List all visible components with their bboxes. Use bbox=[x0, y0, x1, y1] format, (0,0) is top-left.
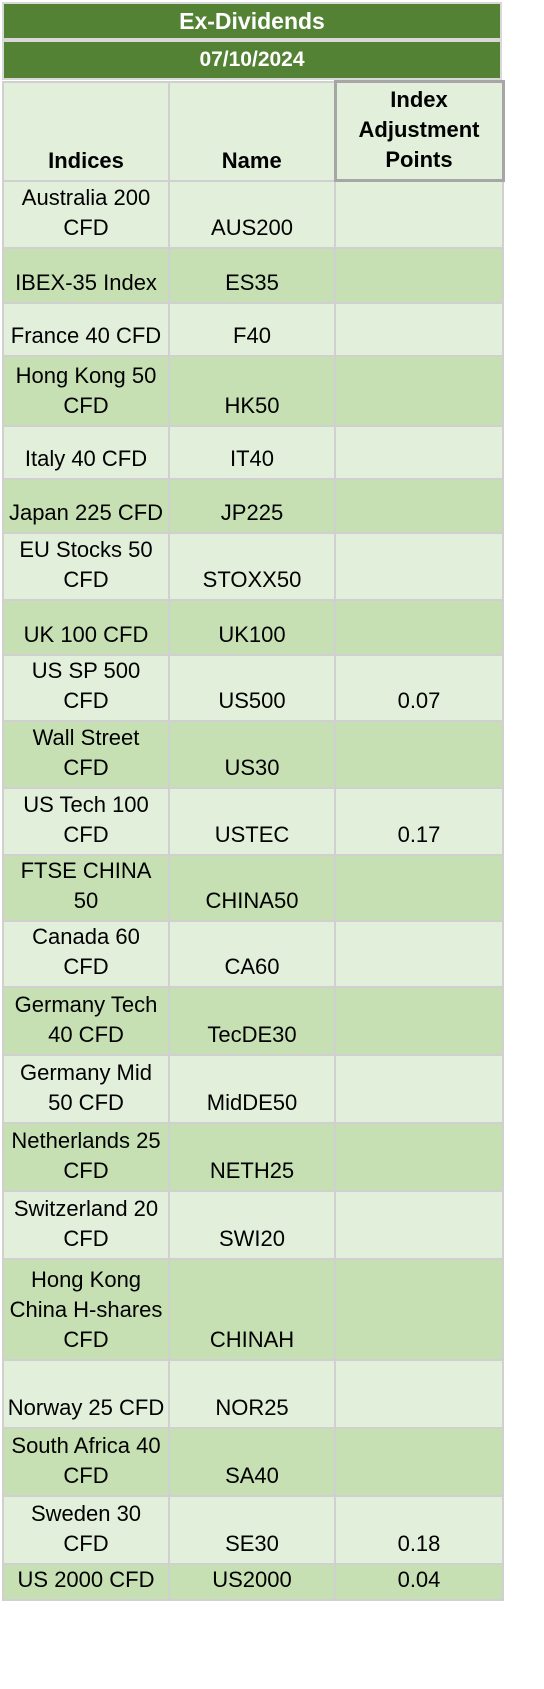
cell-adjustment-points bbox=[334, 354, 504, 427]
cell-name: TecDE30 bbox=[168, 985, 336, 1056]
cell-name: ES35 bbox=[168, 246, 336, 304]
cell-name: US30 bbox=[168, 719, 336, 789]
cell-name: SE30 bbox=[168, 1494, 336, 1565]
cell-adjustment-points bbox=[334, 598, 504, 656]
table-row: Wall Street CFD US30 bbox=[2, 719, 504, 789]
cell-name: AUS200 bbox=[168, 179, 336, 249]
cell-index: Germany Mid 50 CFD bbox=[2, 1053, 170, 1124]
cell-index: US SP 500 CFD bbox=[2, 653, 170, 722]
cell-adjustment-points bbox=[334, 531, 504, 601]
cell-name: HK50 bbox=[168, 354, 336, 427]
cell-index: Switzerland 20 CFD bbox=[2, 1189, 170, 1260]
cell-name: NOR25 bbox=[168, 1358, 336, 1429]
table-row: US SP 500 CFD US500 0.07 bbox=[2, 653, 504, 722]
table-row: US 2000 CFD US2000 0.04 bbox=[2, 1562, 504, 1601]
table-row: South Africa 40 CFD SA40 bbox=[2, 1426, 504, 1497]
cell-index: Canada 60 CFD bbox=[2, 919, 170, 988]
cell-index: Sweden 30 CFD bbox=[2, 1494, 170, 1565]
table-row: IBEX-35 Index ES35 bbox=[2, 246, 504, 304]
table-row: Japan 225 CFD JP225 bbox=[2, 477, 504, 534]
cell-index: South Africa 40 CFD bbox=[2, 1426, 170, 1497]
table-row: Hong Kong 50 CFD HK50 bbox=[2, 354, 504, 427]
cell-adjustment-points bbox=[334, 1358, 504, 1429]
cell-name: CHINA50 bbox=[168, 853, 336, 922]
sheet-date: 07/10/2024 bbox=[2, 40, 502, 80]
cell-adjustment-points bbox=[334, 301, 504, 357]
cell-name: IT40 bbox=[168, 424, 336, 480]
cell-adjustment-points bbox=[334, 179, 504, 249]
cell-adjustment-points: 0.18 bbox=[334, 1494, 504, 1565]
cell-name: F40 bbox=[168, 301, 336, 357]
table-row: Canada 60 CFD CA60 bbox=[2, 919, 504, 988]
table-body: Australia 200 CFD AUS200 IBEX-35 Index ES35… bbox=[2, 179, 504, 1601]
cell-adjustment-points bbox=[334, 853, 504, 922]
cell-adjustment-points bbox=[334, 719, 504, 789]
cell-index: Netherlands 25 CFD bbox=[2, 1121, 170, 1192]
table-row: EU Stocks 50 CFD STOXX50 bbox=[2, 531, 504, 601]
cell-index: Germany Tech 40 CFD bbox=[2, 985, 170, 1056]
cell-index: Japan 225 CFD bbox=[2, 477, 170, 534]
cell-index: US Tech 100 CFD bbox=[2, 786, 170, 856]
cell-index: France 40 CFD bbox=[2, 301, 170, 357]
cell-adjustment-points: 0.07 bbox=[334, 653, 504, 722]
cell-name: CA60 bbox=[168, 919, 336, 988]
column-header-indices: Indices bbox=[2, 80, 170, 182]
table-row: FTSE CHINA 50 CHINA50 bbox=[2, 853, 504, 922]
cell-index: EU Stocks 50 CFD bbox=[2, 531, 170, 601]
table-row: Switzerland 20 CFD SWI20 bbox=[2, 1189, 504, 1260]
cell-name: UK100 bbox=[168, 598, 336, 656]
cell-adjustment-points bbox=[334, 477, 504, 534]
cell-name: CHINAH bbox=[168, 1257, 336, 1361]
table-row: France 40 CFD F40 bbox=[2, 301, 504, 357]
table-row: US Tech 100 CFD USTEC 0.17 bbox=[2, 786, 504, 856]
table-row: Norway 25 CFD NOR25 bbox=[2, 1358, 504, 1429]
cell-adjustment-points bbox=[334, 1053, 504, 1124]
cell-index: Wall Street CFD bbox=[2, 719, 170, 789]
cell-index: Hong Kong China H-shares CFD bbox=[2, 1257, 170, 1361]
table-row: Germany Mid 50 CFD MidDE50 bbox=[2, 1053, 504, 1124]
cell-adjustment-points bbox=[334, 424, 504, 480]
cell-adjustment-points bbox=[334, 1121, 504, 1192]
cell-adjustment-points bbox=[334, 919, 504, 988]
table-row: Netherlands 25 CFD NETH25 bbox=[2, 1121, 504, 1192]
cell-name: STOXX50 bbox=[168, 531, 336, 601]
cell-index: Hong Kong 50 CFD bbox=[2, 354, 170, 427]
cell-name: USTEC bbox=[168, 786, 336, 856]
cell-index: UK 100 CFD bbox=[2, 598, 170, 656]
cell-index: Italy 40 CFD bbox=[2, 424, 170, 480]
cell-name: SA40 bbox=[168, 1426, 336, 1497]
column-header-name: Name bbox=[168, 80, 336, 182]
table-row: UK 100 CFD UK100 bbox=[2, 598, 504, 656]
dividends-table: Indices Name Index Adjustment Points Aus… bbox=[2, 80, 505, 1601]
cell-adjustment-points bbox=[334, 1189, 504, 1260]
cell-index: Australia 200 CFD bbox=[2, 179, 170, 249]
cell-adjustment-points: 0.17 bbox=[334, 786, 504, 856]
cell-index: US 2000 CFD bbox=[2, 1562, 170, 1601]
cell-index: FTSE CHINA 50 bbox=[2, 853, 170, 922]
cell-index: Norway 25 CFD bbox=[2, 1358, 170, 1429]
cell-index: IBEX-35 Index bbox=[2, 246, 170, 304]
cell-name: SWI20 bbox=[168, 1189, 336, 1260]
sheet-title: Ex-Dividends bbox=[2, 2, 502, 40]
cell-name: JP225 bbox=[168, 477, 336, 534]
table-row: Australia 200 CFD AUS200 bbox=[2, 179, 504, 249]
cell-name: US2000 bbox=[168, 1562, 336, 1601]
table-row: Germany Tech 40 CFD TecDE30 bbox=[2, 985, 504, 1056]
cell-name: MidDE50 bbox=[168, 1053, 336, 1124]
table-row: Italy 40 CFD IT40 bbox=[2, 424, 504, 480]
table-header-row: Indices Name Index Adjustment Points bbox=[2, 80, 505, 182]
table-row: Sweden 30 CFD SE30 0.18 bbox=[2, 1494, 504, 1565]
cell-adjustment-points: 0.04 bbox=[334, 1562, 504, 1601]
cell-adjustment-points bbox=[334, 1426, 504, 1497]
table-row: Hong Kong China H-shares CFD CHINAH bbox=[2, 1257, 504, 1361]
ex-dividends-sheet: Ex-Dividends 07/10/2024 Indices Name Ind… bbox=[2, 2, 505, 1601]
cell-adjustment-points bbox=[334, 1257, 504, 1361]
column-header-adjustment-points: Index Adjustment Points bbox=[333, 80, 505, 182]
cell-adjustment-points bbox=[334, 246, 504, 304]
cell-adjustment-points bbox=[334, 985, 504, 1056]
cell-name: NETH25 bbox=[168, 1121, 336, 1192]
cell-name: US500 bbox=[168, 653, 336, 722]
